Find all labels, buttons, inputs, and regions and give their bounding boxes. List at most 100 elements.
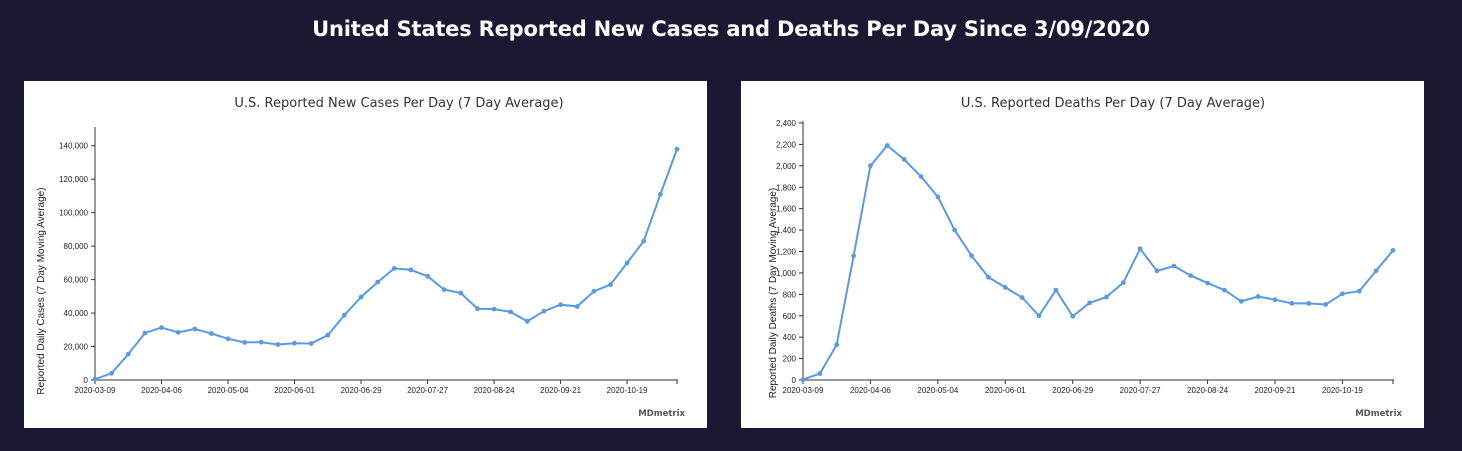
- deaths-data-point[interactable]: [1171, 263, 1177, 269]
- cases-x-tick-label: 2020-06-01: [274, 386, 315, 395]
- cases-plot-area: 0 20,000 40,000 60,000 80,000 100,000 120,000 1…: [59, 127, 680, 395]
- deaths-y-tick-label: 1,200: [776, 248, 797, 257]
- cases-data-point[interactable]: [308, 341, 314, 346]
- deaths-data-point[interactable]: [1255, 294, 1261, 299]
- cases-data-point[interactable]: [159, 325, 164, 330]
- deaths-data-point[interactable]: [800, 377, 806, 382]
- deaths-data-point[interactable]: [1289, 301, 1295, 306]
- cases-y-tick-label: 20,000: [64, 343, 89, 352]
- cases-data-point[interactable]: [192, 326, 198, 332]
- cases-data-point[interactable]: [358, 294, 364, 300]
- cases-data-point[interactable]: [408, 267, 414, 273]
- deaths-data-point[interactable]: [1238, 298, 1244, 304]
- cases-y-tick-label: 60,000: [64, 276, 89, 285]
- deaths-y-tick-label: 2,000: [776, 162, 797, 171]
- cases-data-point[interactable]: [125, 351, 131, 357]
- deaths-data-point[interactable]: [1087, 300, 1092, 306]
- cases-data-point[interactable]: [225, 336, 231, 342]
- deaths-data-point[interactable]: [1036, 313, 1042, 319]
- cases-data-point[interactable]: [658, 191, 663, 197]
- cases-data-point[interactable]: [541, 308, 547, 314]
- cases-data-point[interactable]: [475, 306, 480, 312]
- deaths-data-point[interactable]: [1323, 302, 1328, 307]
- cases-data-point[interactable]: [92, 376, 98, 382]
- cases-y-axis-title: Reported Daily Cases (7 Day Moving Avera…: [36, 187, 47, 394]
- cases-data-point[interactable]: [375, 279, 381, 285]
- deaths-data-point[interactable]: [851, 253, 856, 259]
- cases-data-point[interactable]: [458, 290, 464, 296]
- cases-x-tick-label: 2020-06-29: [341, 386, 382, 395]
- deaths-data-point[interactable]: [817, 371, 823, 376]
- cases-x-tick-label: 2020-03-09: [75, 386, 116, 395]
- cases-y-tick-label: 0: [84, 376, 89, 385]
- cases-data-point[interactable]: [175, 329, 181, 335]
- page-title: United States Reported New Cases and Dea…: [312, 17, 1150, 41]
- deaths-data-point[interactable]: [901, 157, 907, 162]
- deaths-data-point[interactable]: [918, 174, 924, 179]
- cases-data-point[interactable]: [209, 331, 214, 336]
- deaths-x-tick-label: 2020-07-27: [1120, 386, 1161, 395]
- cases-data-point[interactable]: [325, 332, 331, 338]
- cases-data-point[interactable]: [674, 146, 680, 152]
- deaths-data-point[interactable]: [1019, 295, 1025, 300]
- cases-x-tick-label: 2020-09-21: [540, 386, 581, 395]
- deaths-data-point[interactable]: [1306, 301, 1312, 306]
- deaths-plot-area: 0 200 400 600 800 1,000 1,200 1,400 1,600 1,800 2,…: [776, 119, 1396, 395]
- deaths-data-point[interactable]: [952, 227, 958, 233]
- cases-data-point[interactable]: [242, 340, 248, 345]
- deaths-data-point[interactable]: [1053, 287, 1059, 293]
- deaths-data-point[interactable]: [1340, 291, 1345, 297]
- deaths-data-point[interactable]: [834, 342, 840, 348]
- cases-data-point[interactable]: [491, 306, 497, 312]
- deaths-data-point[interactable]: [1188, 273, 1194, 278]
- cases-data-point[interactable]: [391, 266, 397, 271]
- deaths-data-point[interactable]: [1154, 268, 1160, 274]
- deaths-y-tick-label: 2,200: [776, 140, 797, 149]
- cases-data-point[interactable]: [342, 312, 347, 318]
- cases-chart: U.S. Reported New Cases Per Day (7 Day A…: [36, 96, 686, 419]
- cases-data-point[interactable]: [641, 238, 647, 244]
- deaths-y-tick-label: 1,000: [776, 269, 797, 278]
- cases-data-point[interactable]: [508, 309, 514, 315]
- cases-data-point[interactable]: [142, 330, 148, 336]
- deaths-data-point[interactable]: [1120, 280, 1126, 285]
- cases-data-point[interactable]: [524, 318, 530, 324]
- deaths-y-axis-title: Reported Daily Deaths (7 Day Moving Aver…: [768, 188, 779, 398]
- deaths-data-point[interactable]: [1373, 268, 1379, 274]
- deaths-y-tick-label: 2,400: [776, 119, 797, 128]
- deaths-x-tick-label: 2020-05-04: [917, 386, 958, 395]
- cases-data-point[interactable]: [624, 260, 630, 266]
- deaths-data-point[interactable]: [969, 253, 974, 259]
- cases-data-point[interactable]: [608, 282, 613, 287]
- cases-data-point[interactable]: [275, 342, 281, 347]
- deaths-data-point[interactable]: [986, 274, 991, 280]
- cases-data-point[interactable]: [558, 302, 563, 308]
- deaths-data-point[interactable]: [1222, 287, 1227, 293]
- cases-x-tick-label: 2020-07-27: [407, 386, 448, 395]
- cases-data-point[interactable]: [425, 273, 430, 279]
- cases-data-point[interactable]: [591, 288, 597, 294]
- deaths-data-point[interactable]: [884, 143, 890, 148]
- deaths-data-point[interactable]: [1002, 285, 1008, 290]
- deaths-data-point[interactable]: [1356, 288, 1362, 294]
- deaths-x-tick-label: 2020-04-06: [850, 386, 891, 395]
- cases-data-point[interactable]: [574, 304, 580, 309]
- cases-data-point[interactable]: [109, 370, 114, 376]
- deaths-data-point[interactable]: [935, 194, 941, 200]
- deaths-data-point[interactable]: [1390, 248, 1396, 253]
- deaths-y-tick-label: 0: [792, 376, 797, 385]
- deaths-x-tick-label: 2020-08-24: [1187, 386, 1228, 395]
- deaths-data-point[interactable]: [868, 163, 873, 169]
- cases-x-tick-label: 2020-08-24: [474, 386, 515, 395]
- cases-data-point[interactable]: [258, 339, 264, 345]
- deaths-data-point[interactable]: [1205, 280, 1210, 286]
- deaths-data-point[interactable]: [1070, 313, 1076, 319]
- deaths-x-tick-label: 2020-03-09: [783, 386, 824, 395]
- deaths-x-tick-label: 2020-10-19: [1322, 386, 1363, 395]
- deaths-data-point[interactable]: [1272, 297, 1278, 303]
- deaths-data-point[interactable]: [1137, 246, 1143, 252]
- cases-series-line: [94, 148, 678, 381]
- deaths-data-point[interactable]: [1104, 294, 1109, 300]
- cases-data-point[interactable]: [441, 287, 447, 292]
- cases-data-point[interactable]: [292, 340, 297, 346]
